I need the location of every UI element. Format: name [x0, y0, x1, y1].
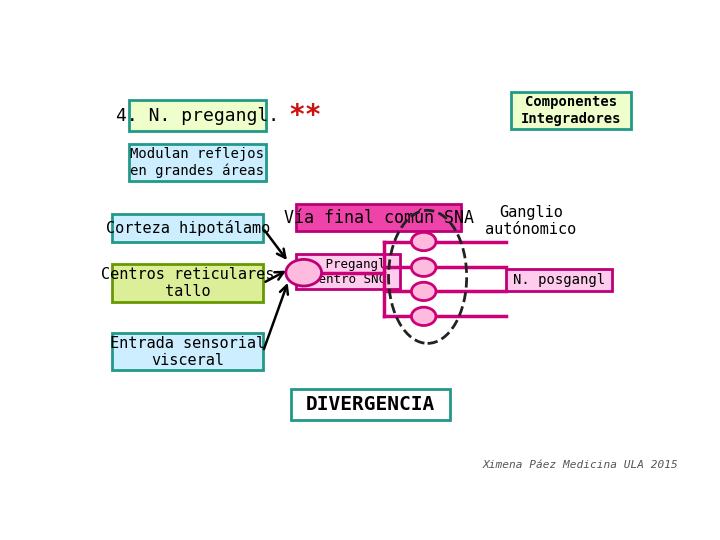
FancyBboxPatch shape — [291, 389, 450, 420]
Text: 4. N. pregangl.: 4. N. pregangl. — [116, 107, 279, 125]
FancyBboxPatch shape — [129, 144, 266, 181]
FancyBboxPatch shape — [297, 254, 400, 289]
Text: Entrada sensorial
visceral: Entrada sensorial visceral — [110, 335, 265, 368]
Text: DIVERGENCIA: DIVERGENCIA — [306, 395, 435, 414]
Text: Corteza hipotálamo: Corteza hipotálamo — [106, 220, 270, 236]
Text: **: ** — [288, 102, 322, 130]
Text: Ximena Páez Medicina ULA 2015: Ximena Páez Medicina ULA 2015 — [483, 460, 679, 470]
Circle shape — [411, 307, 436, 326]
FancyBboxPatch shape — [112, 333, 263, 370]
Text: Componentes
Integradores: Componentes Integradores — [521, 96, 621, 126]
Text: Centros reticulares
tallo: Centros reticulares tallo — [101, 267, 274, 299]
FancyBboxPatch shape — [129, 100, 266, 131]
FancyBboxPatch shape — [297, 204, 461, 231]
Text: Ganglio
autónomico: Ganglio autónomico — [485, 205, 577, 237]
FancyBboxPatch shape — [505, 268, 612, 292]
Text: Vía final común SNA: Vía final común SNA — [284, 208, 474, 227]
Text: Modulan reflejos
en grandes áreas: Modulan reflejos en grandes áreas — [130, 147, 264, 178]
Circle shape — [286, 259, 322, 286]
Circle shape — [411, 282, 436, 301]
Circle shape — [411, 232, 436, 251]
Text: N. Pregangl.
dentro SNC: N. Pregangl. dentro SNC — [303, 258, 393, 286]
FancyBboxPatch shape — [511, 92, 631, 129]
FancyBboxPatch shape — [112, 214, 263, 241]
Circle shape — [411, 258, 436, 276]
FancyBboxPatch shape — [112, 265, 263, 302]
Text: N. posgangl: N. posgangl — [513, 273, 605, 287]
